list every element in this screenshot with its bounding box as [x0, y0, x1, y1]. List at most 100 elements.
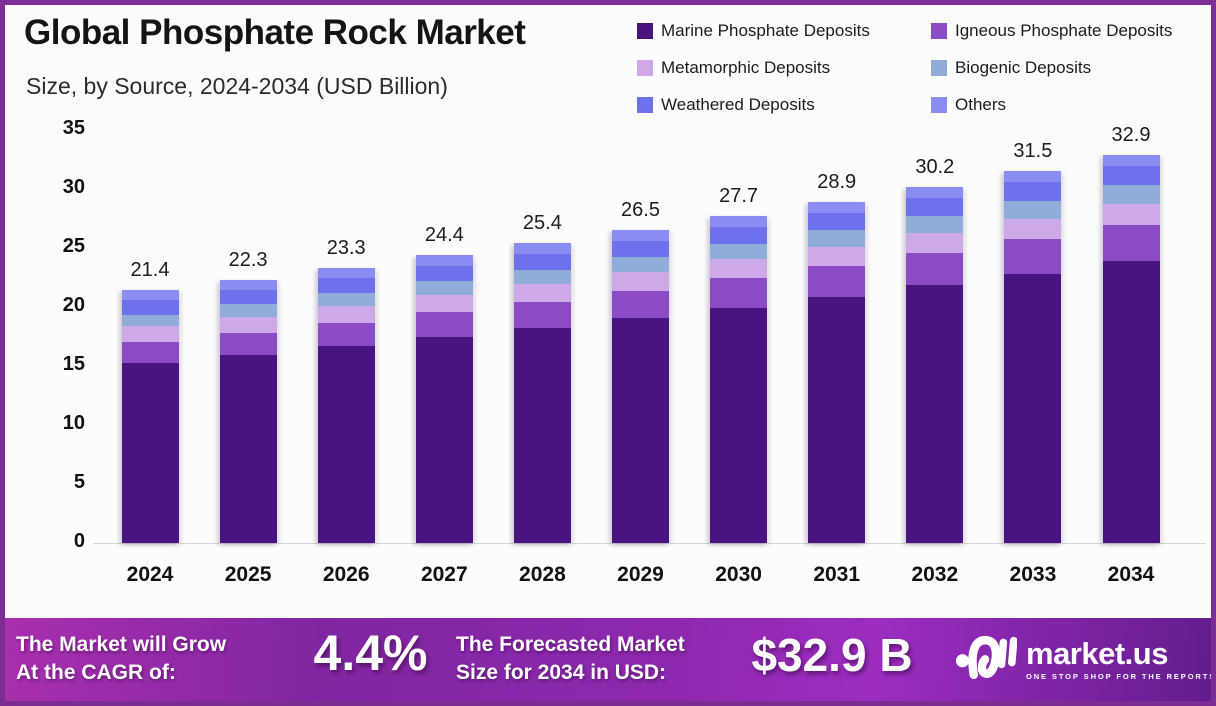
cagr-label: The Market will Grow At the CAGR of:	[16, 631, 226, 686]
bar-segment	[710, 278, 768, 308]
legend-label: Igneous Phosphate Deposits	[955, 21, 1173, 40]
bar-segment	[1004, 239, 1062, 274]
bar-segment	[415, 265, 473, 282]
legend-label: Marine Phosphate Deposits	[661, 21, 870, 40]
bar-total-label: 21.4	[130, 259, 170, 282]
bar-segment	[808, 230, 866, 247]
bar-total-label: 26.5	[621, 199, 660, 222]
bar-segment	[710, 259, 768, 279]
bar-segment	[710, 226, 768, 244]
stacked-bar-2033	[1004, 171, 1062, 543]
bar-segment	[219, 290, 277, 305]
forecast-value: $32.9 B	[751, 629, 913, 681]
footer-banner: The Market will Grow At the CAGR of: 4.4…	[5, 618, 1211, 701]
bar-segment	[710, 216, 768, 227]
x-axis-tick-label: 2030	[715, 563, 762, 586]
bar-segment	[906, 232, 964, 253]
bar-segment	[906, 186, 964, 198]
x-axis-tick-label: 2032	[911, 563, 959, 586]
legend-swatch-icon	[931, 60, 947, 76]
y-axis-tick-label: 5	[73, 471, 85, 493]
bar-segment	[1102, 203, 1160, 225]
x-axis-tick-label: 2024	[126, 563, 174, 586]
bar-segment	[1004, 273, 1062, 543]
legend-item: Biogenic Deposits	[931, 58, 1172, 78]
brand-tagline: ONE STOP SHOP FOR THE REPORTS	[1026, 672, 1216, 681]
forecast-label-line2: Size for 2034 in USD:	[456, 660, 667, 684]
bar-segment	[219, 304, 277, 317]
bar-total-label: 28.9	[817, 170, 857, 193]
bar-total-label: 24.4	[424, 224, 464, 247]
y-axis-tick-label: 30	[62, 176, 85, 198]
bar-segment	[808, 296, 866, 543]
x-axis-tick-label: 2034	[1107, 563, 1155, 586]
y-axis-tick-label: 15	[62, 353, 85, 375]
page-subtitle: Size, by Source, 2024-2034 (USD Billion)	[26, 73, 448, 99]
bar-segment	[513, 269, 571, 284]
page-title: Global Phosphate Rock Market	[24, 13, 526, 52]
brand-text: market.us ONE STOP SHOP FOR THE REPORTS	[1026, 636, 1216, 681]
bar-segment	[513, 283, 571, 302]
bar-segment	[219, 333, 277, 356]
legend-item: Igneous Phosphate Deposits	[931, 21, 1172, 41]
bar-segment	[906, 215, 964, 233]
bar-segment	[612, 318, 669, 543]
bar-segment	[121, 342, 179, 364]
bar-segment	[1004, 200, 1062, 219]
stacked-bar-2031	[808, 201, 866, 543]
bar-segment	[415, 294, 473, 313]
x-axis-tick-label: 2031	[813, 563, 861, 586]
legend-swatch-icon	[637, 97, 653, 113]
stacked-bar-2025	[219, 279, 277, 543]
bar-segment	[513, 327, 571, 543]
bar-segment	[612, 272, 669, 291]
cagr-value: 4.4%	[313, 625, 428, 681]
legend-swatch-icon	[637, 60, 653, 76]
legend-swatch-icon	[931, 97, 947, 113]
bar-segment	[808, 201, 866, 213]
legend: Marine Phosphate Deposits Igneous Phospha…	[637, 21, 1172, 115]
bar-segment	[121, 363, 179, 543]
bar-segment	[1102, 261, 1160, 543]
bar-segment	[415, 312, 473, 337]
bar-segment	[612, 241, 669, 258]
bar-segment	[121, 326, 179, 343]
bar-segment	[121, 290, 179, 301]
stacked-bar-2028	[513, 243, 571, 543]
bar-segment	[513, 243, 571, 254]
stacked-bar-2034	[1102, 154, 1160, 543]
legend-item: Weathered Deposits	[637, 95, 931, 115]
brand-lockup[interactable]: market.us ONE STOP SHOP FOR THE REPORTS	[955, 631, 1216, 688]
forecast-label: The Forecasted Market Size for 2034 in U…	[456, 631, 685, 686]
cagr-label-line1: The Market will Grow	[16, 633, 227, 656]
legend-label: Metamorphic Deposits	[661, 58, 831, 77]
bar-segment	[1102, 165, 1160, 185]
bar-segment	[612, 290, 669, 319]
bar-segment	[710, 307, 768, 543]
bar-segment	[317, 306, 375, 323]
bar-segment	[415, 336, 473, 543]
bar-total-label: 23.3	[326, 237, 366, 260]
legend-label: Others	[955, 95, 1007, 114]
y-axis-tick-label: 0	[73, 530, 85, 552]
stacked-bar-2027	[415, 255, 473, 543]
bar-segment	[121, 300, 179, 315]
brand-name: market.us	[1026, 636, 1168, 671]
forecast-label-line1: The Forecasted Market	[456, 633, 685, 656]
bar-segment	[1004, 171, 1062, 183]
x-axis-baseline	[93, 543, 1206, 544]
legend-label: Weathered Deposits	[661, 95, 815, 114]
bar-segment	[121, 314, 179, 327]
bar-segment	[1102, 154, 1160, 166]
bar-segment	[1102, 184, 1160, 204]
bar-total-label: 22.3	[228, 248, 268, 271]
cagr-label-line2: At the CAGR of:	[16, 660, 176, 684]
legend-swatch-icon	[931, 23, 947, 39]
x-axis-tick-label: 2029	[617, 563, 664, 586]
bar-segment	[415, 255, 473, 266]
bar-segment	[219, 279, 277, 290]
legend-item: Marine Phosphate Deposits	[637, 21, 931, 41]
bar-total-label: 27.7	[719, 185, 759, 208]
legend-item: Others	[931, 95, 1172, 115]
